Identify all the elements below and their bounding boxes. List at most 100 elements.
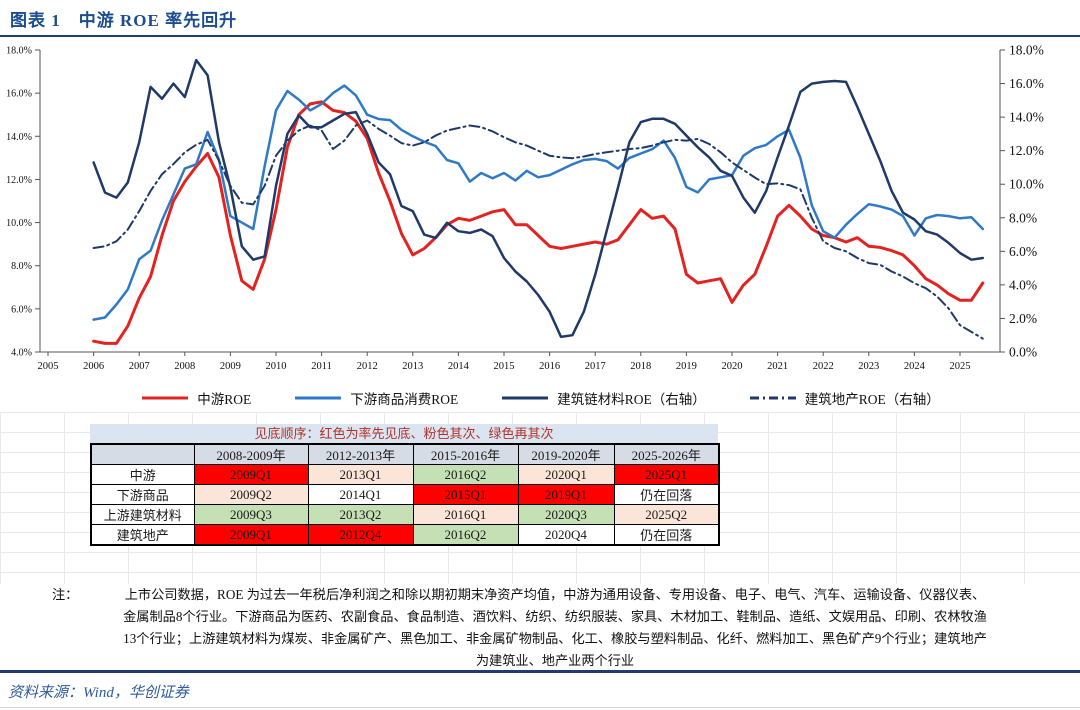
note-text: 上市公司数据，ROE 为过去一年税后净利润之和除以期初期末净资产均值，中游为通用… [95,584,1015,672]
x-axis-tick-label: 2022 [813,361,834,372]
x-axis-tick-label: 2013 [402,361,423,372]
right-axis-tick-label: 12.0% [1009,143,1044,158]
legend-label: 中游ROE [197,392,252,407]
row-label: 上游建筑材料 [90,504,195,525]
footer-divider [0,670,1080,673]
left-axis-tick-label: 6.0% [11,304,32,315]
left-axis-tick-label: 14.0% [6,132,32,143]
table-row: 下游商品 2009Q2 2014Q1 2015Q1 2019Q1 仍在回落 [90,484,720,505]
x-axis-tick-label: 2011 [311,361,332,372]
bottom-quarter-cell: 2025Q1 [613,464,720,485]
legend-item-3: 建筑地产ROE（右轴） [748,388,940,408]
x-axis-tick-label: 2015 [494,361,515,372]
page-bottom-edge [0,707,1080,708]
table-row: 上游建筑材料 2009Q3 2013Q2 2016Q1 2020Q3 2025Q2 [90,504,720,525]
left-axis-tick-label: 4.0% [11,348,32,359]
x-axis-tick-label: 2025 [950,361,971,372]
x-axis-tick-label: 2021 [767,361,788,372]
legend-dashdot-swatch [749,396,796,400]
table-header-cell: 2008-2009年 [193,443,309,465]
bottom-quarter-cell: 2015Q1 [412,484,519,505]
table-banner: 见底顺序：红色为率先见底、粉色其次、绿色再其次 [90,424,718,443]
table-header-cell: 2019-2020年 [517,443,615,465]
table-row: 中游 2009Q1 2013Q1 2016Q2 2020Q1 2025Q1 [90,464,720,485]
right-axis-tick-label: 4.0% [1009,277,1037,292]
legend-line-swatch [142,396,189,400]
table-grid: 2008-2009年 2012-2013年 2015-2016年 2019-2020年… [90,443,720,546]
title-divider [0,35,1080,37]
right-axis-tick-label: 16.0% [1009,76,1044,91]
figure-title: 图表 1 中游 ROE 率先回升 [10,11,238,30]
left-axis-tick-label: 12.0% [6,175,32,186]
bottom-quarter-cell: 2020Q3 [517,504,615,525]
bottom-quarter-cell: 2013Q1 [307,464,414,485]
series-line-3 [92,119,984,340]
note-line-4: 为建筑业、地产业两个行业 [475,653,635,668]
legend-item-1: 下游商品消费ROE [293,388,458,408]
right-axis-tick-label: 8.0% [1009,210,1037,225]
right-axis-tick-label: 0.0% [1009,345,1037,360]
x-axis-tick-label: 2023 [858,361,879,372]
left-axis-tick-label: 10.0% [6,218,32,229]
x-axis-tick-label: 2017 [585,361,606,372]
legend-item-2: 建筑链材料ROE（右轴） [500,388,706,408]
x-axis-tick-label: 2020 [722,361,743,372]
x-axis-tick-label: 2014 [448,361,470,372]
note-line-3: 13个行业；上游建筑材料为煤炭、非金属矿产、黑色加工、非金属矿物制品、化工、橡胶… [123,631,987,646]
right-axis-tick-label: 6.0% [1009,244,1037,259]
source-line: 资料来源：Wind，华创证券 [8,685,189,701]
bottom-quarter-cell: 2013Q2 [307,504,414,525]
bottom-quarter-cell: 2020Q4 [517,524,615,546]
bottom-quarter-cell: 2014Q1 [307,484,414,505]
x-axis-tick-label: 2018 [630,361,651,372]
table-header-row: 2008-2009年 2012-2013年 2015-2016年 2019-2020年… [90,443,720,465]
series-line-2 [92,58,985,339]
x-axis-tick-label: 2009 [220,361,241,372]
right-axis-tick-label: 18.0% [1009,43,1044,58]
bottom-quarter-cell: 2009Q1 [193,524,309,546]
legend-label: 下游商品消费ROE [350,392,459,407]
bottom-quarter-cell: 2016Q1 [412,504,519,525]
right-axis-tick-label: 2.0% [1009,311,1037,326]
table-header-cell [90,443,195,465]
row-label: 下游商品 [90,484,195,505]
note-line-2: 金属制品8个行业。下游商品为医药、农副食品、食品制造、酒饮料、纺织、纺织服装、家… [123,609,987,624]
legend-item-0: 中游ROE [140,388,251,408]
note-label: 注： [52,587,79,602]
legend-line-swatch [502,396,549,400]
bottom-quarter-cell: 2020Q1 [517,464,615,485]
left-axis-tick-label: 16.0% [6,89,32,100]
chart-legend: 中游ROE 下游商品消费ROE 建筑链材料ROE（右轴） 建筑地产ROE（右轴） [0,388,1080,408]
x-axis-tick-label: 2007 [129,361,150,372]
x-axis-tick-label: 2006 [83,361,104,372]
table-header-cell: 2025-2026年 [613,443,720,465]
table-header-cell: 2015-2016年 [412,443,519,465]
legend-line-swatch [295,396,342,400]
x-axis-tick-label: 2005 [38,361,59,372]
bottom-quarter-cell: 2016Q2 [412,464,519,485]
row-label: 建筑地产 [90,524,195,546]
bottoming-order-table: 见底顺序：红色为率先见底、粉色其次、绿色再其次 2008-2009年 2012-2… [90,424,720,546]
bottom-quarter-cell: 2009Q2 [193,484,309,505]
bottom-quarter-cell: 2009Q1 [193,464,309,485]
left-axis-tick-label: 18.0% [6,46,32,57]
legend-label: 建筑地产ROE（右轴） [804,392,940,407]
bottom-quarter-cell: 2016Q2 [412,524,519,546]
row-label: 中游 [90,464,195,485]
x-axis-tick-label: 2019 [676,361,697,372]
bottom-quarter-cell: 仍在回落 [613,524,720,546]
x-axis-tick-label: 2012 [357,361,378,372]
right-axis-tick-label: 14.0% [1009,110,1044,125]
legend-label: 建筑链材料ROE（右轴） [557,392,706,407]
left-axis-tick-label: 8.0% [11,261,32,272]
table-header-cell: 2012-2013年 [307,443,414,465]
x-axis-tick-label: 2010 [266,361,287,372]
x-axis-tick-label: 2024 [904,361,926,372]
right-axis-tick-label: 10.0% [1009,177,1044,192]
bottom-quarter-cell: 2009Q3 [193,504,309,525]
bottom-quarter-cell: 2019Q1 [517,484,615,505]
bottom-quarter-cell: 仍在回落 [613,484,720,505]
x-axis-tick-label: 2008 [174,361,195,372]
table-row: 建筑地产 2009Q1 2012Q4 2016Q2 2020Q4 仍在回落 [90,524,720,546]
